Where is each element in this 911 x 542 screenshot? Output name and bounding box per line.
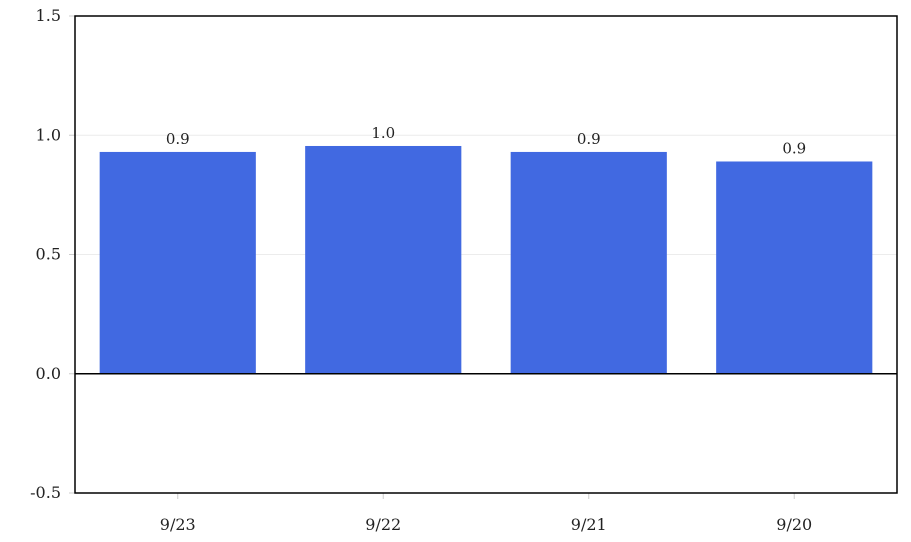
y-tick-label: 0.5 [36, 245, 61, 264]
bar-value-label: 1.0 [371, 124, 395, 142]
x-tick-label: 9/21 [571, 515, 607, 534]
bar [510, 151, 667, 374]
bar-value-label: 0.9 [782, 139, 806, 157]
bar [99, 151, 256, 374]
y-tick-label: 1.5 [36, 6, 61, 25]
y-tick-label: 0.0 [36, 364, 61, 383]
x-tick-label: 9/22 [365, 515, 401, 534]
data-labels: 0.9 1.0 0.9 0.9 [166, 124, 806, 158]
x-tick-label: 9/20 [776, 515, 812, 534]
bar-value-label: 0.9 [166, 130, 190, 148]
bar-value-label: 0.9 [577, 130, 601, 148]
axes: -0.5 0.0 0.5 1.0 1.5 9/23 9/22 9/21 9/20 [30, 6, 898, 534]
y-tick-label: -0.5 [30, 483, 61, 502]
bar [305, 145, 462, 374]
bar [716, 161, 873, 374]
x-tick-label: 9/23 [160, 515, 196, 534]
y-tick-label: 1.0 [36, 125, 61, 144]
plot-frame [74, 15, 898, 494]
bars [99, 145, 873, 374]
